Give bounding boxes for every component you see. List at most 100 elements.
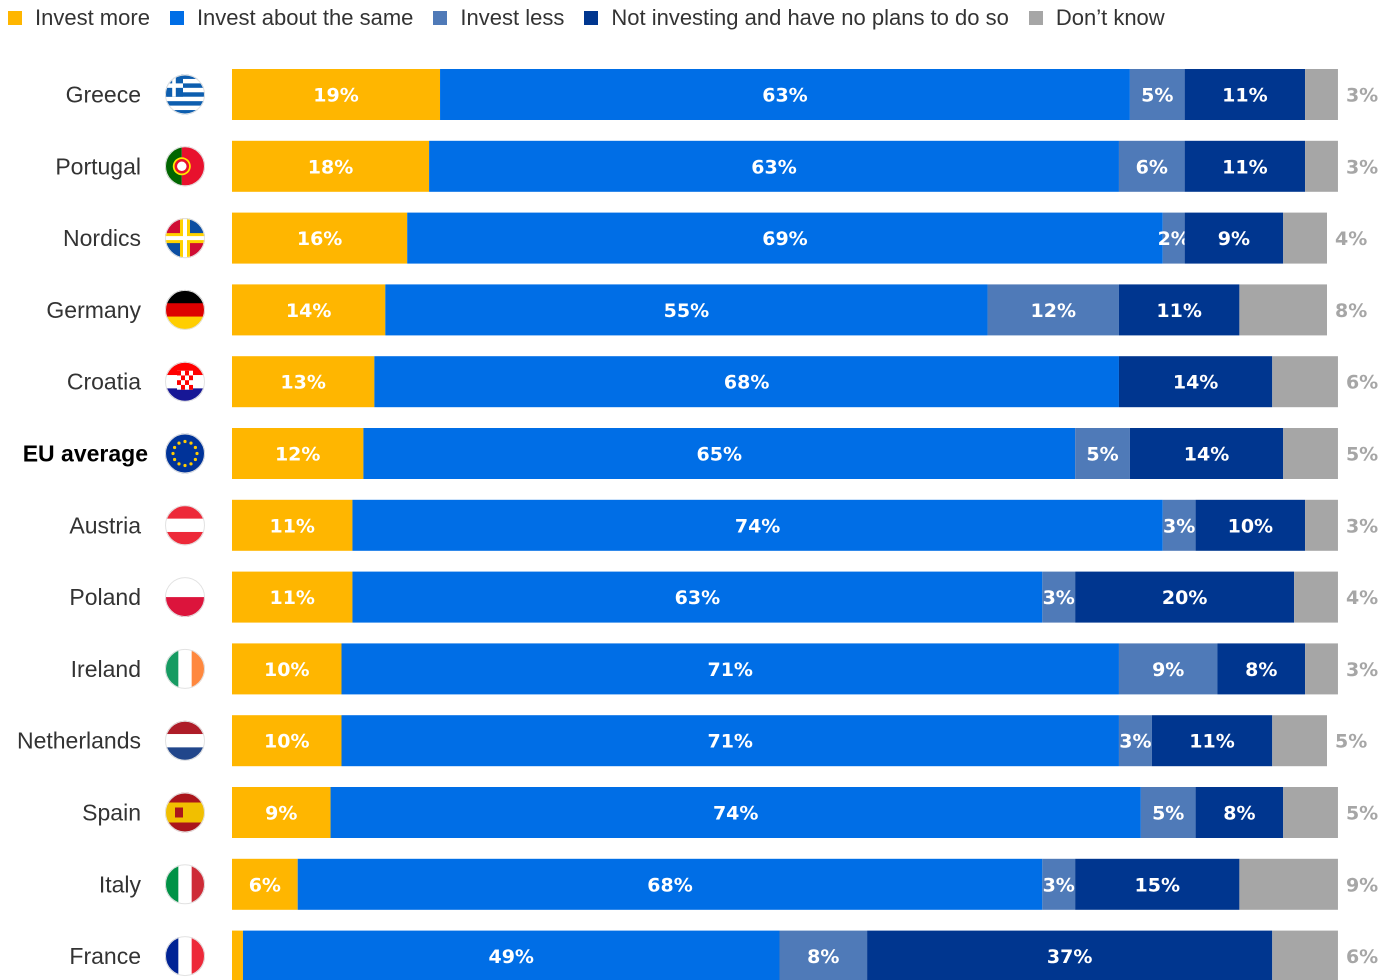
austria-flag-icon bbox=[165, 505, 205, 546]
data-label: 18% bbox=[308, 156, 353, 178]
bar-segment-don-t-know bbox=[1305, 69, 1338, 120]
bar-segment-invest-about-the-same bbox=[341, 715, 1119, 767]
data-label: 8% bbox=[1245, 659, 1277, 681]
data-label: 4% bbox=[1335, 228, 1367, 250]
data-label: 71% bbox=[707, 731, 752, 753]
data-label: 16% bbox=[297, 228, 342, 250]
bar-row-france: France1%49%8%37%6% bbox=[69, 930, 1378, 980]
legend-item-invest-more: Invest more bbox=[8, 5, 150, 31]
data-label: 5% bbox=[1346, 444, 1378, 466]
data-label: 11% bbox=[269, 515, 314, 537]
bar-row-netherlands: Netherlands 10% 71% 3% 11% 5% bbox=[17, 715, 1367, 767]
bar-segment-invest-more bbox=[232, 787, 331, 838]
bar-segment-invest-about-the-same bbox=[352, 571, 1043, 623]
bar-segment-not-investing-and-have-no-plans-to-do-so bbox=[1184, 140, 1306, 192]
data-label: 10% bbox=[264, 659, 309, 681]
bar-segment-invest-more bbox=[232, 643, 342, 695]
data-label: 14% bbox=[1173, 372, 1218, 394]
data-label: 63% bbox=[751, 156, 796, 178]
legend-label: Don’t know bbox=[1055, 5, 1165, 30]
bar-segment-not-investing-and-have-no-plans-to-do-so bbox=[1217, 643, 1306, 695]
bar-segment-invest-less bbox=[779, 930, 868, 980]
bar-row-austria: Austria 11% 74% 3% 10% 3% bbox=[69, 499, 1378, 551]
data-label: 3% bbox=[1043, 874, 1075, 896]
data-label: 12% bbox=[275, 444, 320, 466]
bar-segment-invest-less bbox=[1042, 571, 1076, 623]
bar-segment-not-investing-and-have-no-plans-to-do-so bbox=[1184, 212, 1284, 264]
legend-swatch bbox=[8, 11, 22, 25]
data-label: 11% bbox=[1222, 156, 1267, 178]
data-label: 6% bbox=[1346, 372, 1378, 394]
data-label: 8% bbox=[1335, 300, 1367, 322]
bar-segment-don-t-know bbox=[1305, 140, 1338, 192]
data-label: 3% bbox=[1346, 156, 1378, 178]
bar-segment-don-t-know bbox=[1283, 787, 1338, 838]
bar-segment-not-investing-and-have-no-plans-to-do-so bbox=[1195, 499, 1306, 551]
data-label: 11% bbox=[269, 587, 314, 609]
bar-segment-invest-more bbox=[232, 212, 408, 264]
data-label: 3% bbox=[1346, 515, 1378, 537]
bar-segment-not-investing-and-have-no-plans-to-do-so bbox=[1151, 715, 1273, 767]
data-label: 55% bbox=[664, 300, 709, 322]
greece-flag-icon bbox=[165, 74, 205, 115]
category-label: Portugal bbox=[55, 153, 141, 179]
bar-segment-not-investing-and-have-no-plans-to-do-so bbox=[1184, 69, 1306, 120]
poland-flag-icon bbox=[165, 577, 205, 618]
category-label: France bbox=[69, 943, 141, 969]
data-label: 15% bbox=[1135, 874, 1180, 896]
category-label: EU average bbox=[23, 441, 148, 467]
bar-segment-invest-about-the-same bbox=[385, 284, 988, 336]
data-label: 9% bbox=[1152, 659, 1184, 681]
bar-row-eu-average: EU average 12% 65% 5% 14% 5% bbox=[23, 428, 1378, 479]
bar-segment-invest-more bbox=[232, 715, 342, 767]
data-label: 12% bbox=[1031, 300, 1076, 322]
bar-row-greece: Greece 19% 63% 5% 11% 3% bbox=[66, 69, 1378, 120]
category-label: Poland bbox=[69, 584, 141, 610]
category-label: Greece bbox=[66, 82, 141, 108]
data-label: 2% bbox=[1158, 228, 1190, 250]
bar-segment-invest-less bbox=[1042, 858, 1076, 910]
bar-segment-invest-more bbox=[232, 140, 430, 192]
bar-segment-invest-less bbox=[1162, 212, 1185, 264]
bar-segment-not-investing-and-have-no-plans-to-do-so bbox=[1118, 356, 1273, 408]
croatia-flag-icon bbox=[165, 361, 205, 402]
bar-segment-invest-about-the-same bbox=[374, 356, 1119, 408]
legend-item-don-t-know: Don’t know bbox=[1028, 5, 1165, 31]
data-label: 6% bbox=[249, 874, 281, 896]
bar-segment-invest-about-the-same bbox=[330, 787, 1141, 838]
data-label: 8% bbox=[1223, 803, 1255, 825]
data-label: 5% bbox=[1152, 803, 1184, 825]
legend-label: Not investing and have no plans to do so bbox=[611, 5, 1009, 30]
category-label: Ireland bbox=[71, 656, 141, 682]
data-label: 9% bbox=[265, 803, 297, 825]
data-label: 14% bbox=[286, 300, 331, 322]
data-label: 6% bbox=[1136, 156, 1168, 178]
bar-segment-don-t-know bbox=[1283, 428, 1338, 479]
category-label: Croatia bbox=[67, 369, 141, 395]
legend-label: Invest less bbox=[460, 5, 565, 30]
data-label: 3% bbox=[1119, 731, 1151, 753]
category-label: Nordics bbox=[63, 225, 141, 251]
data-label: 5% bbox=[1335, 731, 1367, 753]
legend-swatch bbox=[584, 11, 599, 25]
legend-swatch bbox=[433, 11, 448, 25]
data-label: 68% bbox=[724, 372, 769, 394]
bar-segment-invest-about-the-same bbox=[352, 499, 1163, 551]
legend-item-not-investing-and-have-no-plans-to-do-so: Not investing and have no plans to do so bbox=[584, 5, 1009, 31]
ireland-flag-icon bbox=[165, 648, 205, 689]
data-label: 3% bbox=[1346, 85, 1378, 107]
category-label: Austria bbox=[69, 512, 141, 538]
data-label: 63% bbox=[762, 85, 807, 107]
bar-row-portugal: Portugal 18% 63% 6% 11% 3% bbox=[55, 140, 1378, 192]
italy-flag-icon bbox=[165, 864, 205, 905]
bar-row-italy: Italy 6% 68% 3% 15% 9% bbox=[99, 858, 1378, 910]
data-label: 11% bbox=[1189, 731, 1234, 753]
germany-flag-icon bbox=[165, 289, 205, 330]
data-label: 19% bbox=[313, 85, 358, 107]
data-label: 74% bbox=[735, 515, 780, 537]
bar-segment-invest-more bbox=[232, 428, 364, 479]
data-label: 68% bbox=[647, 874, 692, 896]
bar-row-poland: Poland 11% 63% 3% 20% 4% bbox=[69, 571, 1378, 623]
bar-segment-invest-less bbox=[1140, 787, 1196, 838]
